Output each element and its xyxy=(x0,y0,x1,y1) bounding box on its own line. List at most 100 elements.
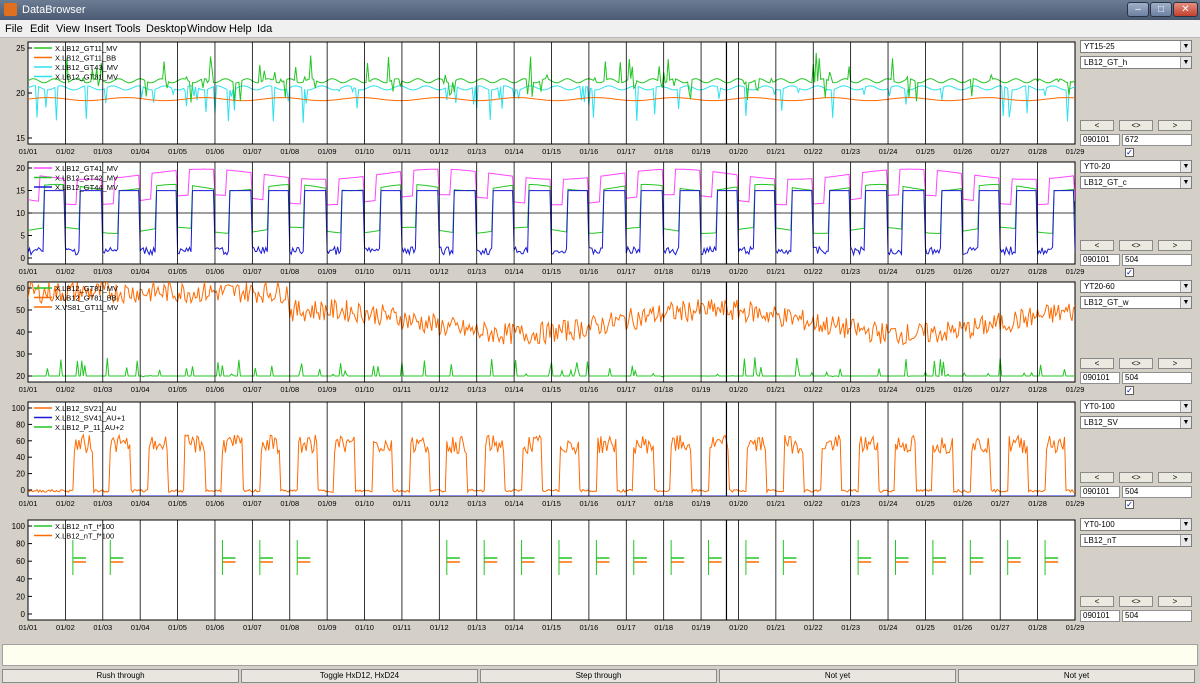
dropdown-arrow-icon[interactable]: ▼ xyxy=(1180,177,1191,188)
scroll-left-button[interactable]: < xyxy=(1080,596,1114,607)
x-tick-label: 01/26 xyxy=(953,499,972,508)
close-button[interactable]: ✕ xyxy=(1173,2,1198,17)
sample-count-field[interactable]: 504 xyxy=(1122,610,1192,622)
zoom-toggle-button[interactable]: <> xyxy=(1119,472,1153,483)
dropdown-arrow-icon[interactable]: ▼ xyxy=(1180,417,1191,428)
legend-entry: X.LB12_nT_t*100 xyxy=(55,522,114,531)
scroll-right-button[interactable]: > xyxy=(1158,596,1192,607)
y-tick-label: 100 xyxy=(12,522,26,531)
x-tick-label: 01/08 xyxy=(280,267,299,276)
sample-count-field[interactable]: 504 xyxy=(1122,372,1192,384)
legend: X.LB12_SV21_AUX.LB12_SV41_AU+1X.LB12_P_1… xyxy=(34,404,125,432)
hold-checkbox[interactable]: ✓ xyxy=(1125,500,1134,509)
start-date-field[interactable]: 090101 xyxy=(1080,610,1120,622)
group-dropdown[interactable]: LB12_nT ▼ xyxy=(1080,534,1192,547)
scroll-right-button[interactable]: > xyxy=(1158,240,1192,251)
x-tick-label: 01/28 xyxy=(1028,623,1047,632)
group-dropdown[interactable]: LB12_SV ▼ xyxy=(1080,416,1192,429)
x-tick-label: 01/14 xyxy=(505,267,524,276)
x-tick-label: 01/15 xyxy=(542,267,561,276)
scroll-left-button[interactable]: < xyxy=(1080,358,1114,369)
x-tick-label: 01/27 xyxy=(991,385,1010,394)
hold-checkbox[interactable]: ✓ xyxy=(1125,386,1134,395)
x-tick-label: 01/27 xyxy=(991,147,1010,156)
dropdown-arrow-icon[interactable]: ▼ xyxy=(1180,401,1191,412)
scroll-right-button[interactable]: > xyxy=(1158,472,1192,483)
x-tick-label: 01/01 xyxy=(19,385,38,394)
x-tick-label: 01/25 xyxy=(916,267,935,276)
start-date-field[interactable]: 090101 xyxy=(1080,134,1120,146)
x-tick-label: 01/06 xyxy=(206,267,225,276)
dropdown-arrow-icon[interactable]: ▼ xyxy=(1180,161,1191,172)
start-date-field[interactable]: 090101 xyxy=(1080,372,1120,384)
zoom-toggle-button[interactable]: <> xyxy=(1119,240,1153,251)
x-tick-label: 01/06 xyxy=(206,623,225,632)
x-tick-label: 01/20 xyxy=(729,499,748,508)
menu-insert[interactable]: Insert xyxy=(84,23,112,35)
menu-ida[interactable]: Ida xyxy=(257,23,273,35)
y-tick-label: 60 xyxy=(16,557,25,566)
x-tick-label: 01/25 xyxy=(916,623,935,632)
sample-count-field[interactable]: 504 xyxy=(1122,486,1192,498)
menu-file[interactable]: File xyxy=(5,23,23,35)
scale-dropdown[interactable]: YT0-20 ▼ xyxy=(1080,160,1192,173)
menu-window[interactable]: Window xyxy=(187,23,227,35)
zoom-toggle-button[interactable]: <> xyxy=(1119,120,1153,131)
x-tick-label: 01/29 xyxy=(1066,623,1085,632)
scroll-right-button[interactable]: > xyxy=(1158,120,1192,131)
matlab-logo-icon xyxy=(4,3,17,16)
bottom-button-1[interactable]: Rush through xyxy=(2,669,239,683)
scale-dropdown[interactable]: YT0-100 ▼ xyxy=(1080,400,1192,413)
dropdown-arrow-icon[interactable]: ▼ xyxy=(1180,535,1191,546)
legend: X.LB12_GT41_MVX.LB12_GT42_MVX.LB12_GT44_… xyxy=(34,164,118,192)
dropdown-arrow-icon[interactable]: ▼ xyxy=(1180,519,1191,530)
x-tick-label: 01/17 xyxy=(617,385,636,394)
scroll-left-button[interactable]: < xyxy=(1080,472,1114,483)
dropdown-arrow-icon[interactable]: ▼ xyxy=(1180,57,1191,68)
plot-panel-4: 100 80 60 40 20 0 01/01 01/02 01/03 01/04 01/05 01/… xyxy=(12,401,1084,508)
start-date-field[interactable]: 090101 xyxy=(1080,486,1120,498)
scroll-right-button[interactable]: > xyxy=(1158,358,1192,369)
group-dropdown[interactable]: LB12_GT_c ▼ xyxy=(1080,176,1192,189)
bottom-button-4[interactable]: Not yet xyxy=(719,669,956,683)
menu-help[interactable]: Help xyxy=(229,23,252,35)
start-date-field[interactable]: 090101 xyxy=(1080,254,1120,266)
x-tick-label: 01/13 xyxy=(467,147,486,156)
dropdown-arrow-icon[interactable]: ▼ xyxy=(1180,297,1191,308)
x-tick-label: 01/13 xyxy=(467,267,486,276)
zoom-toggle-button[interactable]: <> xyxy=(1119,596,1153,607)
series-group xyxy=(72,540,1059,575)
legend-entry: X.LB12_SV41_AU+1 xyxy=(55,414,125,423)
menu-view[interactable]: View xyxy=(56,23,80,35)
sample-count-field[interactable]: 672 xyxy=(1122,134,1192,146)
menu-desktop[interactable]: Desktop xyxy=(146,23,187,35)
legend-entry: X.LB12_GT41_MV xyxy=(55,164,118,173)
bottom-button-3[interactable]: Step through xyxy=(480,669,717,683)
minimize-button[interactable]: – xyxy=(1127,2,1149,17)
scroll-left-button[interactable]: < xyxy=(1080,120,1114,131)
dropdown-arrow-icon[interactable]: ▼ xyxy=(1180,281,1191,292)
scale-dropdown[interactable]: YT15-25 ▼ xyxy=(1080,40,1192,53)
bottom-button-5[interactable]: Not yet xyxy=(958,669,1195,683)
x-tick-label: 01/06 xyxy=(206,499,225,508)
menu-edit[interactable]: Edit xyxy=(30,23,49,35)
x-tick-label: 01/26 xyxy=(953,385,972,394)
bottom-button-2[interactable]: Toggle HxD12, HxD24 xyxy=(241,669,478,683)
zoom-toggle-button[interactable]: <> xyxy=(1119,358,1153,369)
scale-dropdown[interactable]: YT0-100 ▼ xyxy=(1080,518,1192,531)
sample-count-field[interactable]: 504 xyxy=(1122,254,1192,266)
x-tick-label: 01/17 xyxy=(617,267,636,276)
y-tick-label: 15 xyxy=(16,187,25,196)
hold-checkbox[interactable]: ✓ xyxy=(1125,268,1134,277)
maximize-button[interactable]: □ xyxy=(1150,2,1172,17)
scale-dropdown[interactable]: YT20-60 ▼ xyxy=(1080,280,1192,293)
menu-tools[interactable]: Tools xyxy=(115,23,141,35)
scroll-left-button[interactable]: < xyxy=(1080,240,1114,251)
dropdown-arrow-icon[interactable]: ▼ xyxy=(1180,41,1191,52)
hold-checkbox[interactable]: ✓ xyxy=(1125,148,1134,157)
group-dropdown[interactable]: LB12_GT_h ▼ xyxy=(1080,56,1192,69)
x-tick-label: 01/04 xyxy=(131,499,150,508)
group-dropdown[interactable]: LB12_GT_w ▼ xyxy=(1080,296,1192,309)
x-tick-label: 01/09 xyxy=(318,267,337,276)
x-tick-label: 01/06 xyxy=(206,147,225,156)
